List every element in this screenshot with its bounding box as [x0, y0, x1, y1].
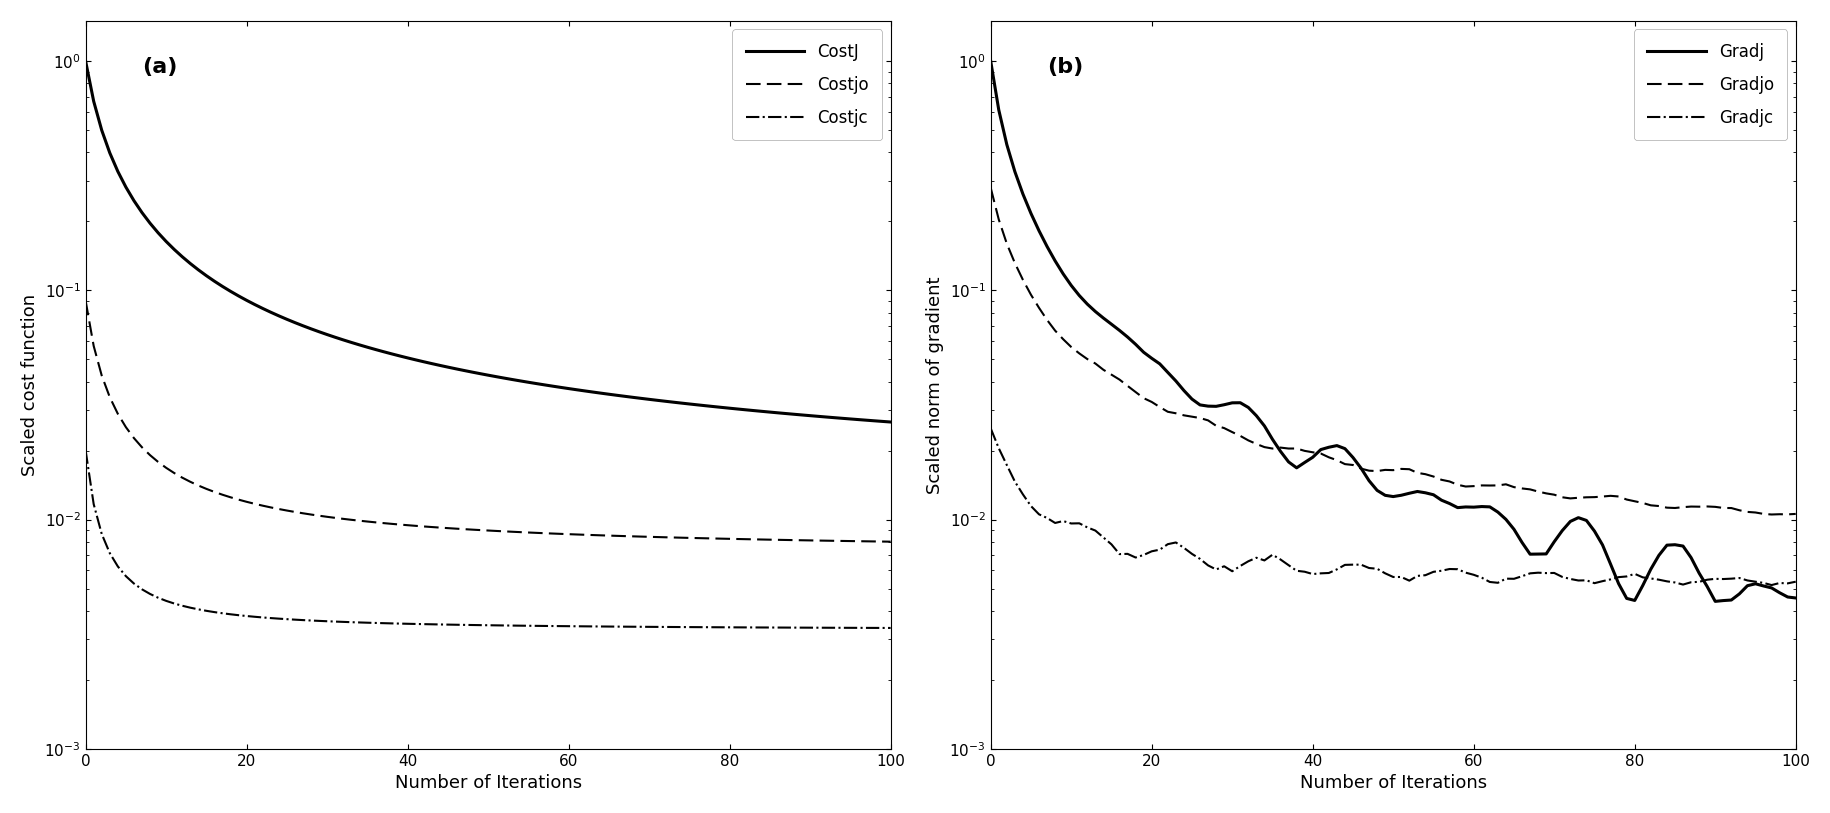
Gradj: [1462, 502, 1484, 512]
Costjo: [276, 506, 298, 515]
Gradjc: [1784, 576, 1806, 586]
Costjc: [679, 622, 701, 632]
X-axis label: Number of Iterations: Number of Iterations: [393, 774, 582, 792]
Gradjo: [1543, 489, 1565, 499]
Gradjc: [1760, 580, 1782, 590]
Costjc: [75, 446, 97, 455]
Costjc: [276, 615, 298, 624]
Gradjo: [1784, 509, 1806, 519]
Y-axis label: Scaled norm of gradient: Scaled norm of gradient: [926, 276, 944, 493]
Gradj: [1583, 526, 1605, 536]
Legend: CostJ, Costjo, Costjc: CostJ, Costjo, Costjc: [732, 29, 882, 140]
CostJ: [75, 56, 97, 66]
Gradjo: [1036, 315, 1058, 325]
Gradj: [1704, 597, 1726, 606]
Gradj: [1543, 537, 1565, 546]
CostJ: [558, 384, 580, 393]
Gradj: [1349, 463, 1371, 473]
Costjc: [639, 622, 661, 632]
Gradj: [1784, 593, 1806, 603]
Gradjo: [979, 183, 1001, 193]
Y-axis label: Scaled cost function: Scaled cost function: [20, 293, 38, 476]
Costjc: [558, 621, 580, 631]
Gradjc: [1180, 549, 1202, 559]
Text: (a): (a): [143, 57, 178, 77]
Costjo: [445, 524, 467, 533]
Gradjo: [1583, 492, 1605, 502]
Gradjc: [1349, 560, 1371, 570]
Costjo: [75, 296, 97, 306]
Line: Costjo: Costjo: [86, 301, 889, 541]
Costjo: [878, 537, 900, 546]
Costjc: [445, 620, 467, 629]
Gradjo: [1462, 481, 1484, 491]
CostJ: [679, 399, 701, 409]
Costjo: [679, 533, 701, 543]
Costjc: [132, 585, 154, 594]
X-axis label: Number of Iterations: Number of Iterations: [1299, 774, 1486, 792]
Gradjc: [979, 424, 1001, 433]
Gradjo: [1349, 463, 1371, 473]
Costjo: [639, 532, 661, 541]
Line: Gradj: Gradj: [990, 61, 1795, 602]
Line: Gradjo: Gradjo: [990, 188, 1795, 515]
Line: CostJ: CostJ: [86, 61, 889, 422]
CostJ: [276, 315, 298, 324]
Gradj: [1180, 394, 1202, 404]
CostJ: [639, 394, 661, 404]
Gradj: [1036, 241, 1058, 251]
Gradjo: [1760, 510, 1782, 520]
Text: (b): (b): [1047, 57, 1083, 77]
Gradjc: [1583, 578, 1605, 588]
Legend: Gradj, Gradjo, Gradjc: Gradj, Gradjo, Gradjc: [1632, 29, 1786, 140]
Gradjo: [1180, 412, 1202, 422]
CostJ: [132, 207, 154, 217]
Gradjc: [1462, 570, 1484, 580]
Line: Gradjc: Gradjc: [990, 428, 1795, 585]
Costjo: [132, 442, 154, 452]
Costjc: [878, 623, 900, 633]
Gradjc: [1543, 568, 1565, 578]
CostJ: [445, 364, 467, 374]
CostJ: [878, 417, 900, 427]
Costjo: [558, 529, 580, 539]
Gradj: [979, 56, 1001, 66]
Gradjc: [1036, 513, 1058, 523]
Line: Costjc: Costjc: [86, 450, 889, 628]
